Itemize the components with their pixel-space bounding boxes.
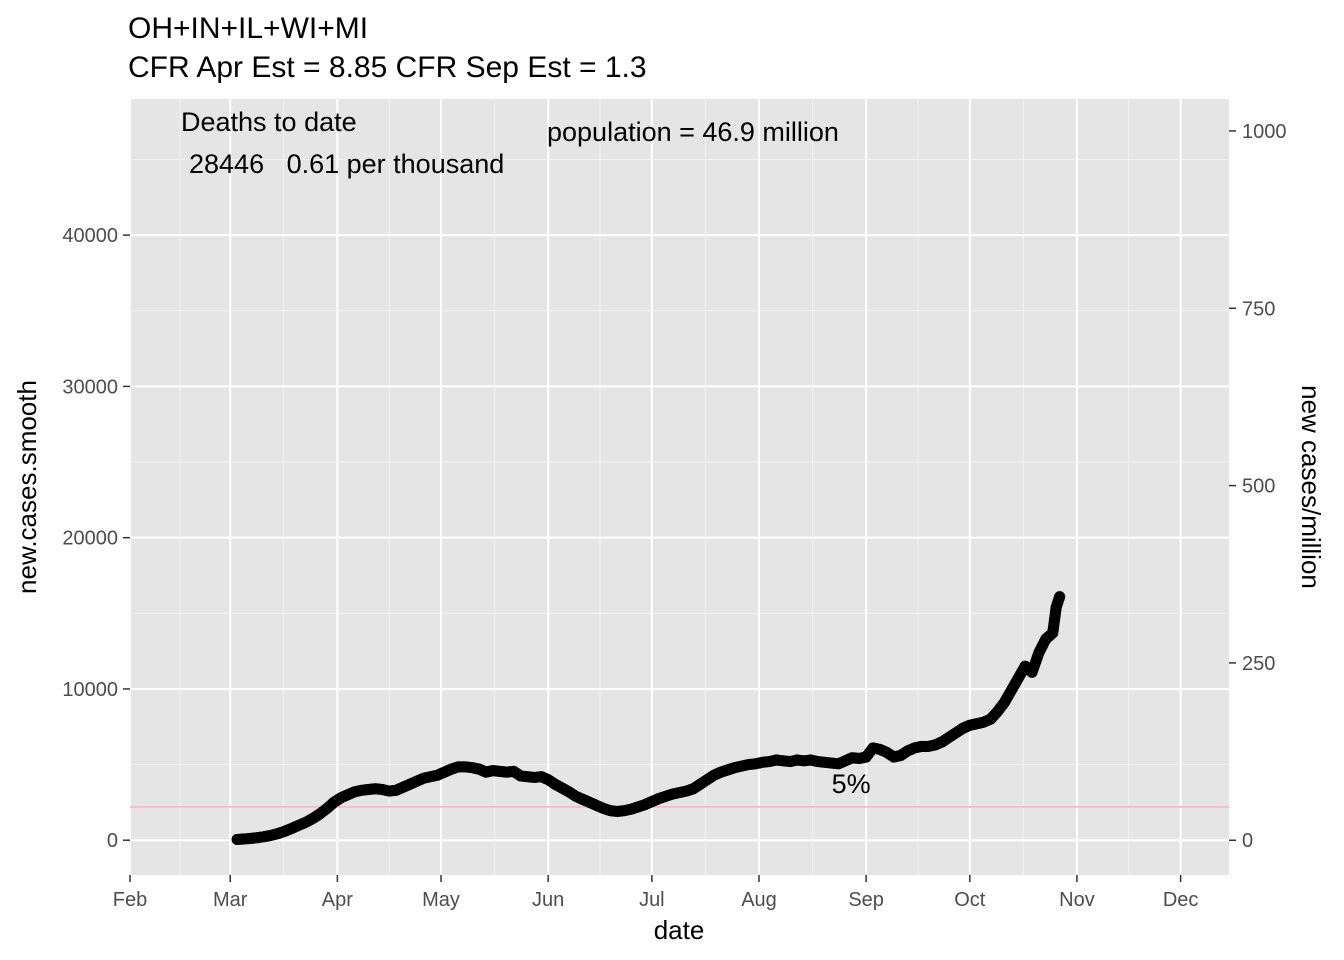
y-tick-label: 30000: [62, 376, 118, 398]
x-tick-label: Oct: [954, 889, 986, 911]
x-tick-label: Aug: [741, 889, 777, 911]
data-point: [1054, 591, 1066, 603]
x-axis: Feb Mar Apr May Jun Jul Aug Sep Oct Nov Dec: [113, 875, 1199, 911]
x-tick-label: Dec: [1163, 889, 1199, 911]
x-tick-label: May: [422, 889, 460, 911]
x-tick-label: Feb: [113, 889, 147, 911]
y-tick-label: 0: [107, 830, 118, 852]
x-tick-label: Nov: [1059, 889, 1095, 911]
plot-panel: [130, 99, 1229, 875]
x-tick-label: Apr: [322, 889, 353, 911]
y2-tick-label: 250: [1242, 653, 1275, 675]
x-axis-title: date: [654, 915, 705, 945]
deaths-values-label: 28446 0.61 per thousand: [189, 149, 504, 179]
grid-major: [129, 99, 1229, 875]
y2-tick-label: 750: [1242, 298, 1275, 320]
y2-axis-title: new cases/million: [1296, 385, 1326, 589]
y-axis-title: new.cases.smooth: [12, 380, 42, 594]
y-axis: 0 10000 20000 30000 40000: [62, 225, 130, 852]
percent-label: 5%: [832, 769, 871, 799]
y2-tick-label: 500: [1242, 476, 1275, 498]
y-tick-label: 20000: [62, 528, 118, 550]
y2-axis: 0 250 500 750 1000: [1229, 121, 1287, 852]
y-tick-label: 10000: [62, 679, 118, 701]
grid-minor: [130, 99, 1229, 875]
y2-tick-label: 1000: [1242, 121, 1287, 143]
chart-subtitle: CFR Apr Est = 8.85 CFR Sep Est = 1.3: [128, 51, 647, 84]
x-tick-label: Jun: [532, 889, 564, 911]
x-tick-label: Mar: [213, 889, 248, 911]
x-tick-label: Sep: [848, 889, 884, 911]
deaths-header-label: Deaths to date: [181, 107, 357, 137]
data-points: [231, 591, 1066, 846]
y2-tick-label: 0: [1242, 830, 1253, 852]
y-tick-label: 40000: [62, 225, 118, 247]
chart-title: OH+IN+IL+WI+MI: [128, 12, 368, 45]
population-label: population = 46.9 million: [547, 117, 839, 147]
x-tick-label: Jul: [639, 889, 665, 911]
